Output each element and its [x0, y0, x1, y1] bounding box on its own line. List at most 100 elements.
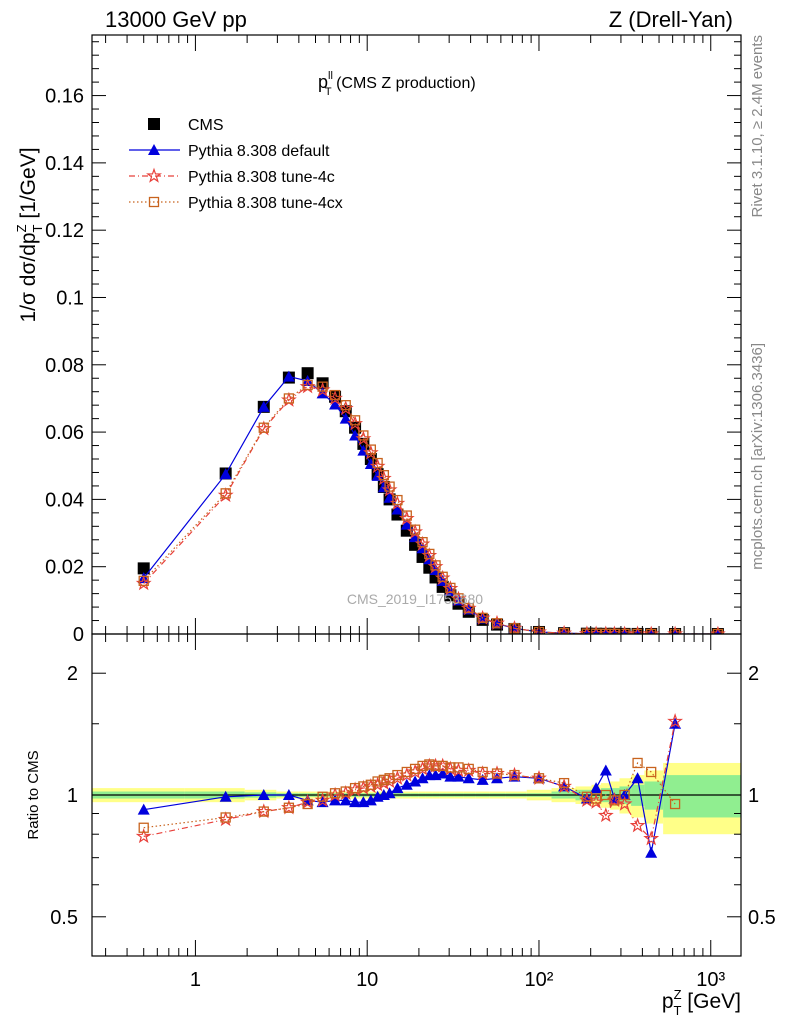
ratio-point [533, 773, 545, 784]
data-point [621, 627, 628, 634]
watermark: CMS_2019_I1753680 [347, 591, 483, 607]
data-point [430, 560, 441, 571]
y-tick-label: 0.1 [56, 287, 84, 309]
ratio-point [645, 846, 658, 858]
ratio-point [409, 763, 421, 775]
data-point [400, 518, 413, 530]
ratio-point [317, 791, 328, 802]
data-point [258, 422, 269, 433]
ratio-point [400, 778, 413, 790]
ratio-point [629, 817, 646, 833]
data-point [138, 575, 149, 586]
data-point [424, 548, 435, 560]
ratio-point [416, 772, 429, 784]
y-tick-label: 0.06 [45, 422, 84, 444]
data-point [477, 612, 488, 623]
ratio-point [417, 760, 428, 772]
data-point [317, 381, 328, 392]
data-point [391, 503, 404, 515]
ratio-point [631, 772, 644, 784]
legend-label: Pythia 8.308 default [188, 143, 330, 160]
data-point [437, 571, 448, 582]
data-point [445, 582, 456, 594]
ratio-series-pythia-8-308-tune-4cx [138, 757, 681, 833]
data-point [611, 627, 618, 634]
ratio-point [667, 713, 684, 729]
ratio-point [491, 768, 503, 779]
main-ylabel: 1/σ dσ/dpZT [1/GeV] [14, 147, 45, 322]
ratio-point [349, 796, 362, 808]
ratio-point [358, 781, 369, 792]
data-point [453, 593, 464, 604]
ratio-point [302, 798, 313, 810]
ratio-point [646, 766, 657, 778]
x-tick-label: 1 [190, 969, 201, 991]
ratio-y-tick-label-right: 1 [748, 785, 759, 807]
ratio-point [558, 777, 570, 789]
ratio-panel: 0.5 0.5 1 1 2 2 1 10 10² 10³ Ratio to CMS pZ T [G… [25, 633, 776, 1018]
data-point [592, 627, 600, 634]
ratio-point [349, 782, 361, 794]
main-panel: 0 0.02 0.04 0.06 0.08 0.1 0.12 0.14 0.16 pll T (C… [14, 34, 742, 646]
data-point [220, 488, 231, 499]
plot-title: pll T (CMS Z production) [318, 70, 476, 98]
ratio-point [445, 762, 456, 773]
ratio-point [257, 789, 270, 800]
data-point [365, 444, 376, 455]
ratio-point [669, 798, 681, 810]
ratio-point [619, 789, 630, 801]
legend-entry-pythia-8-308-tune-4cx: Pythia 8.308 tune-4cx [129, 195, 343, 212]
ratio-point [609, 795, 620, 806]
ratio-point [476, 773, 489, 785]
data-point [384, 481, 395, 492]
data-point [340, 400, 351, 411]
data-point [377, 481, 390, 493]
ratio-point [401, 766, 412, 778]
ratio-point [424, 759, 435, 770]
data-point [401, 510, 412, 521]
header-left: 13000 GeV pp [105, 7, 247, 32]
ratio-point [616, 795, 633, 811]
ratio-point [329, 794, 342, 806]
data-point [560, 627, 568, 634]
ratio-point [282, 789, 295, 800]
data-point [417, 536, 428, 548]
ratio-point [372, 776, 383, 787]
ratio-point [364, 794, 377, 806]
ratio-point [283, 802, 295, 813]
ratio-point [378, 774, 389, 786]
data-point [257, 400, 270, 412]
ratio-point [383, 787, 396, 799]
data-point [583, 627, 591, 634]
ratio-point [135, 828, 152, 844]
ratio-point [219, 790, 232, 802]
data-point [491, 618, 503, 629]
data-point [391, 508, 404, 521]
ratio-point [138, 822, 149, 833]
ratio-point [618, 789, 631, 800]
ratio-y-tick-label-right: 0.5 [748, 907, 776, 929]
data-point [358, 430, 369, 441]
legend-entry-cms: CMS [148, 117, 224, 134]
y-tick-label: 0.14 [45, 153, 84, 175]
data-point [602, 627, 610, 634]
x-tick-label: 10 [356, 969, 378, 991]
rivet-label: Rivet 3.1.10, ≥ 2.4M events [749, 35, 766, 218]
ratio-series-line [143, 721, 676, 840]
ratio-point [444, 770, 457, 782]
data-point [349, 415, 361, 426]
ratio-y-tick-label: 1 [67, 785, 78, 807]
data-point [509, 623, 520, 634]
data-point [416, 542, 429, 554]
ratio-point [365, 779, 376, 790]
y-tick-label: 0.16 [45, 86, 84, 108]
ratio-series-pythia-8-308-default [137, 717, 682, 858]
ratio-point [590, 793, 602, 804]
ratio-point [137, 803, 150, 815]
data-point [634, 627, 641, 634]
legend-entry-pythia-8-308-tune-4c: Pythia 8.308 tune-4c [129, 167, 335, 186]
ratio-point [453, 762, 464, 773]
data-point [283, 393, 295, 404]
data-point [339, 412, 352, 424]
